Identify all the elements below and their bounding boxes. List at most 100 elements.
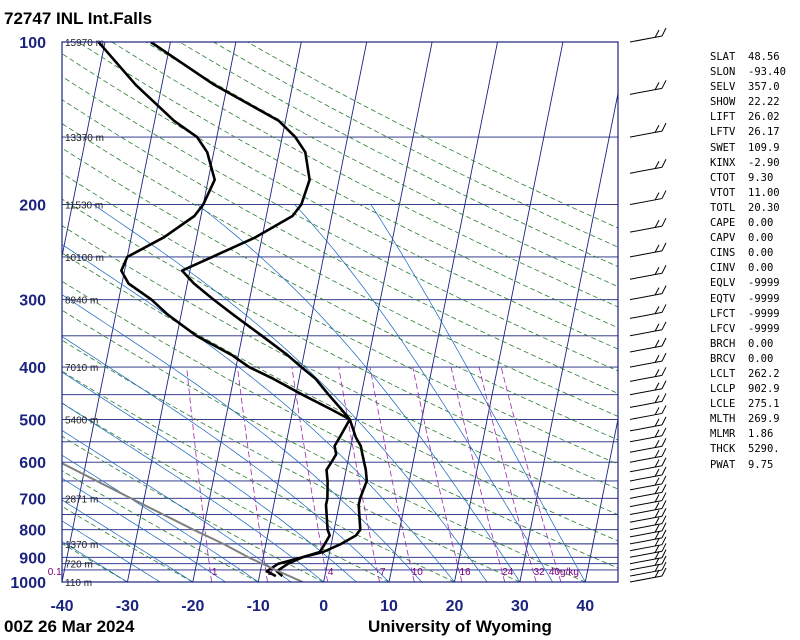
wind-barb xyxy=(629,475,667,491)
index-row: THCK 5290. xyxy=(710,442,786,457)
index-row: LIFT 26.02 xyxy=(710,110,786,125)
moist-adiabat xyxy=(197,204,521,582)
index-key: SHOW xyxy=(710,96,736,109)
index-key: CINV xyxy=(710,262,736,275)
wind-barb-flag xyxy=(654,486,660,495)
mixing-ratio-label: 24 xyxy=(502,567,514,578)
wind-barb-staff xyxy=(629,550,663,558)
dry-adiabat xyxy=(62,470,259,582)
sounding-indices: SLAT 48.56 SLON -93.40 SELV 357.0 SHOW 22.22 LIF… xyxy=(710,50,786,473)
wind-barb xyxy=(629,242,667,258)
wind-barb-flag xyxy=(654,545,660,554)
index-key: EQLV xyxy=(710,277,736,290)
wind-barb-flag xyxy=(654,524,660,533)
wind-barb-flag xyxy=(654,339,660,348)
wind-barb-staff xyxy=(629,435,663,443)
wind-barb-flag xyxy=(661,190,667,199)
wind-barb-staff xyxy=(629,515,663,523)
wind-barb-flag xyxy=(661,529,667,539)
index-key: SWET xyxy=(710,141,736,154)
wind-barb-flag xyxy=(654,244,660,253)
wind-barb-flag xyxy=(661,159,667,168)
index-row: LCLE 275.1 xyxy=(710,397,786,412)
index-value: 9.30 xyxy=(748,171,774,184)
wind-barb-staff xyxy=(629,166,663,174)
wind-barb-flag xyxy=(661,337,667,347)
wind-barb-flag xyxy=(661,352,667,362)
index-key: SLAT xyxy=(710,51,736,63)
wind-barbs xyxy=(629,27,667,583)
dry-adiabat xyxy=(62,123,618,417)
dry-adiabat xyxy=(111,42,618,308)
wind-barb-staff xyxy=(629,400,663,408)
wind-barb xyxy=(629,522,667,538)
index-key: LCLE xyxy=(710,398,736,411)
index-key: MLMR xyxy=(710,428,736,441)
wind-barb-flag xyxy=(654,557,660,566)
index-row: LFTV 26.17 xyxy=(710,125,786,140)
mixing-ratio-line xyxy=(478,367,537,582)
mixing-ratio-line xyxy=(412,367,463,582)
wind-barb xyxy=(629,367,667,382)
wind-barb-flag xyxy=(654,494,660,503)
index-row: BRCH 0.00 xyxy=(710,337,786,352)
wind-barb xyxy=(629,543,667,558)
index-row: CINS 0.00 xyxy=(710,246,786,261)
dry-adiabat xyxy=(179,42,618,268)
mixing-ratio-label: 10 xyxy=(412,567,424,578)
index-key: CTOT xyxy=(710,171,736,184)
index-key: BRCH xyxy=(710,337,736,350)
pressure-tick-label: 200 xyxy=(19,198,46,215)
wind-barb-flag xyxy=(661,543,667,552)
wind-barb xyxy=(629,427,667,443)
moist-adiabat xyxy=(62,520,161,582)
wind-barb-staff xyxy=(629,87,663,95)
isotherm-line xyxy=(519,91,618,582)
index-key: SLON xyxy=(710,66,736,79)
wind-barb-staff xyxy=(629,445,663,453)
wind-barb-flag xyxy=(661,555,667,565)
wind-barb xyxy=(629,549,667,565)
wind-barb xyxy=(629,159,667,174)
height-label: 7010 m xyxy=(65,363,98,374)
dry-adiabat xyxy=(62,99,618,394)
index-value: 269.9 xyxy=(748,413,780,426)
wind-barb-flag xyxy=(661,304,667,313)
chart-labels: 0.1 1 2 4 7 10 16 24 32 40g/kg1002003004005006007… xyxy=(10,35,594,615)
index-key: LFCT xyxy=(710,307,736,320)
wind-barb-flag xyxy=(654,563,660,572)
wind-barb-flag xyxy=(654,29,660,38)
index-key: BRCV xyxy=(710,352,736,365)
temperature-tick-label: 30 xyxy=(511,598,529,615)
temperature-tick-label: -30 xyxy=(116,598,139,615)
dry-adiabat xyxy=(62,147,618,441)
dry-adiabat xyxy=(62,172,618,465)
wind-barb-flag xyxy=(654,531,660,540)
wind-barb xyxy=(629,285,667,301)
temperature-tick-label: 20 xyxy=(446,598,464,615)
index-key: PWAT xyxy=(710,458,736,471)
height-label: 110 m xyxy=(65,578,92,589)
wind-barb-staff xyxy=(629,311,663,319)
wind-barb-staff xyxy=(629,500,663,508)
isotherm-line xyxy=(323,42,433,582)
height-label: 1370 m xyxy=(65,540,98,551)
wind-barb xyxy=(629,515,667,531)
wind-barb xyxy=(629,321,667,337)
moist-adiabat xyxy=(294,204,553,582)
index-row: LCLP 902.9 xyxy=(710,382,786,397)
mixing-ratio-line xyxy=(291,367,329,582)
wind-barb-staff xyxy=(629,523,663,531)
index-value: -2.90 xyxy=(748,156,780,169)
wind-barb-flag xyxy=(661,561,667,571)
wind-barb-flag xyxy=(654,354,660,363)
index-value: 20.30 xyxy=(748,201,780,214)
index-row: SLAT 48.56 xyxy=(710,50,786,65)
wind-barb-flag xyxy=(661,515,667,524)
wind-barb xyxy=(629,500,667,516)
wind-barb-staff xyxy=(629,424,663,432)
wind-barb-staff xyxy=(629,272,663,280)
wind-barb-staff xyxy=(629,557,663,565)
index-row: LFCV -9999 xyxy=(710,322,786,337)
index-key: EQTV xyxy=(710,292,736,305)
